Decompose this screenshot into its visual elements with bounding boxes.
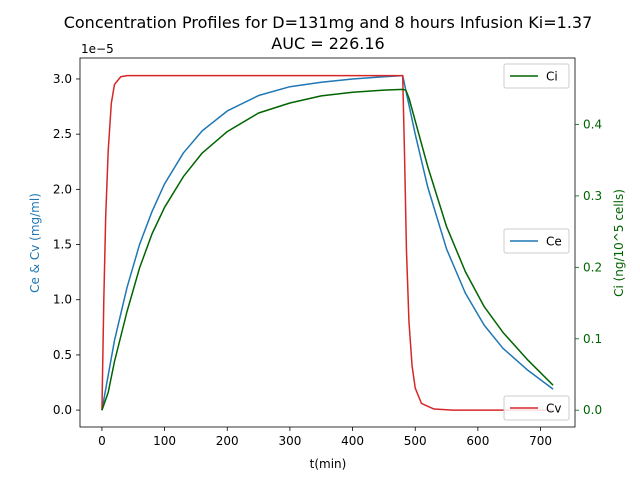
x-tick-label: 300 (278, 434, 301, 448)
y-left-tick-label: 1.5 (53, 238, 72, 252)
x-tick-label: 0 (98, 434, 106, 448)
y-axis-label-left: Ce & Cv (mg/ml) (28, 193, 42, 293)
chart-title-line2: AUC = 226.16 (271, 34, 384, 53)
legend-layer: Ci Ce Cv (503, 63, 570, 421)
y-axis-label-right: Ci (ng/10^5 cells) (612, 189, 626, 297)
y-right-tick-label: 0.2 (583, 260, 602, 274)
y-left-tick-label: 0.0 (53, 403, 72, 417)
x-axis-label: t(min) (310, 457, 347, 471)
axes-layer: 0 100 200 300 400 500 600 700 0.0 0.5 1.0 1.5 2.0 2.5… (53, 57, 602, 448)
legend-cv: Cv (503, 395, 570, 421)
y-left-tick-label: 1.0 (53, 293, 72, 307)
y-right-tick-label: 0.0 (583, 403, 602, 417)
chart-title-line1: Concentration Profiles for D=131mg and 8… (64, 13, 593, 32)
legend-ci: Ci (503, 63, 570, 89)
series-line-cv (101, 74, 554, 411)
left-axis-offset-label: 1e−5 (81, 42, 114, 56)
y-left-tick-label: 2.0 (53, 182, 72, 196)
x-tick-label: 700 (529, 434, 552, 448)
y-left-tick-label: 2.5 (53, 127, 72, 141)
legend-ce: Ce (503, 228, 570, 254)
series-line-ci (101, 88, 554, 411)
y-right-tick-label: 0.1 (583, 332, 602, 346)
series-line-ce (101, 74, 554, 411)
y-left-tick-label: 0.5 (53, 348, 72, 362)
legend-label: Ci (546, 70, 558, 84)
series-layer (101, 74, 554, 411)
y-left-tick-label: 3.0 (53, 72, 72, 86)
legend-label: Ce (546, 235, 562, 249)
x-tick-label: 400 (341, 434, 364, 448)
x-tick-label: 100 (153, 434, 176, 448)
y-right-tick-label: 0.3 (583, 189, 602, 203)
x-tick-label: 500 (404, 434, 427, 448)
legend-label: Cv (546, 402, 561, 416)
x-tick-label: 600 (466, 434, 489, 448)
plot-frame (79, 57, 576, 428)
x-tick-label: 200 (216, 434, 239, 448)
y-right-tick-label: 0.4 (583, 117, 602, 131)
